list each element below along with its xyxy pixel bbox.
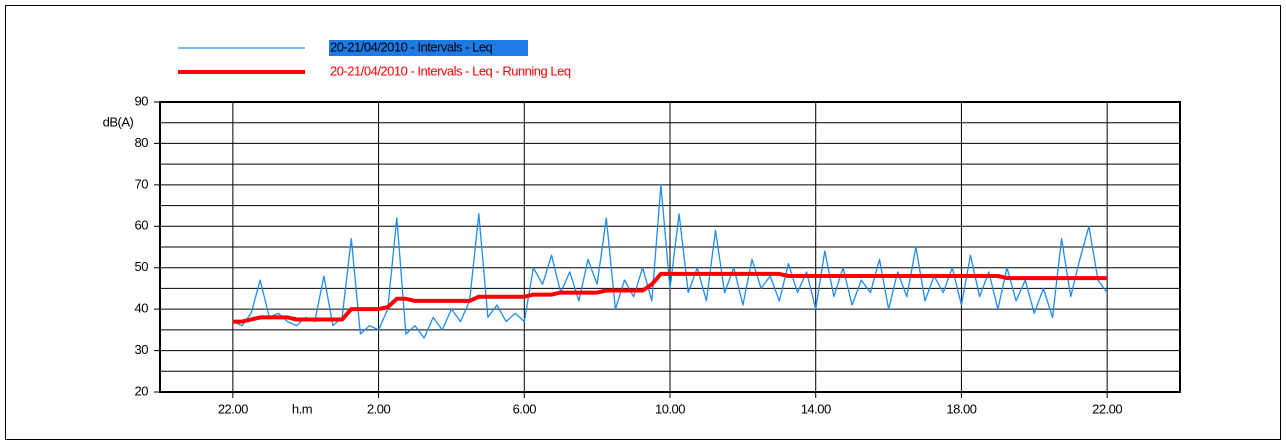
x-tick-label: 22.00: [218, 401, 248, 416]
y-tick-label: 40: [135, 301, 149, 316]
data-line: [232, 184, 1108, 339]
y-tick-label: 80: [135, 135, 149, 150]
y-tick-label: 90: [135, 93, 149, 108]
x-axis-label: h.m: [292, 401, 312, 416]
legend-label: 20-21/04/2010 - Intervals - Leq - Runnin…: [330, 63, 571, 78]
y-tick-label: 20: [135, 383, 149, 398]
legend-label: 20-21/04/2010 - Intervals - Leq: [330, 39, 493, 54]
plot-border: [159, 101, 1181, 393]
x-tick-label: 10.00: [655, 401, 685, 416]
x-tick-label: 6.00: [513, 401, 537, 416]
x-tick-label: 22.00: [1092, 401, 1122, 416]
x-tick-label: 2.00: [367, 401, 391, 416]
x-tick-label: 14.00: [801, 401, 831, 416]
y-tick-label: 50: [135, 259, 149, 274]
data-line: [232, 271, 1108, 324]
legend-highlight: [329, 40, 528, 56]
frame: [5, 5, 1281, 440]
y-tick-label: 70: [135, 176, 149, 191]
y-tick-label: 30: [135, 342, 149, 357]
y-tick-label: 60: [135, 218, 149, 233]
x-tick-label: 18.00: [946, 401, 976, 416]
y-axis-label: dB(A): [103, 114, 134, 129]
